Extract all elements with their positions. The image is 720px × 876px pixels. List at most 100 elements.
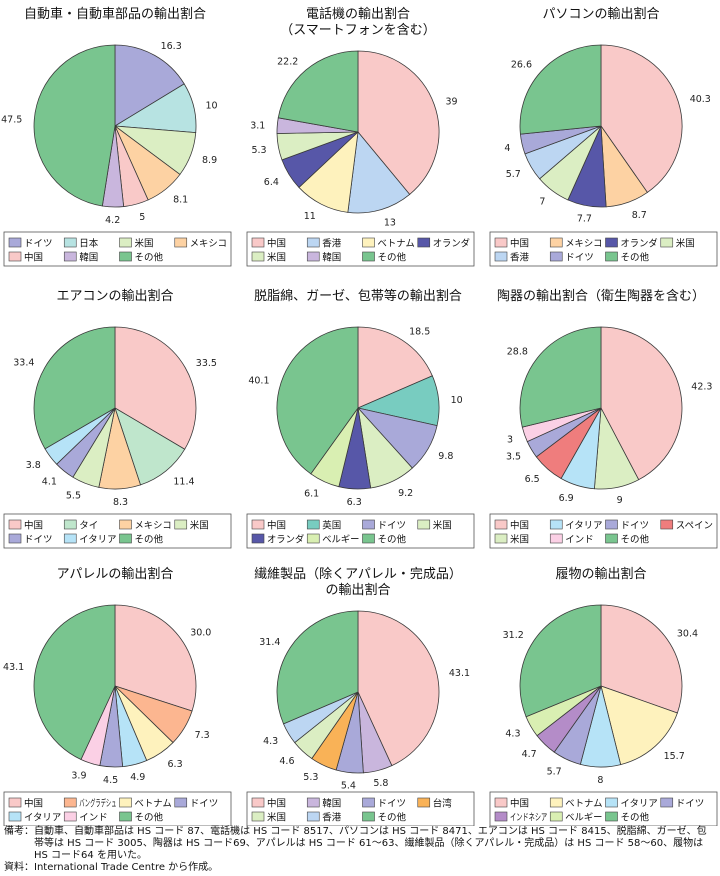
legend-swatch <box>119 237 132 248</box>
pie-slice <box>33 326 116 450</box>
legend-swatch <box>63 797 77 808</box>
data-label: 9 <box>617 495 623 506</box>
data-label: 40.1 <box>248 376 269 387</box>
remark-label: 備考： <box>4 826 34 837</box>
legend-swatch <box>362 251 375 262</box>
data-label: 4.6 <box>279 756 294 767</box>
legend-box <box>489 513 718 549</box>
legend-entry: タイ <box>79 521 98 532</box>
legend-entry: その他 <box>135 534 164 546</box>
legend-box <box>246 231 475 267</box>
legend-swatch <box>306 797 320 808</box>
remark-text: 自動車、自動車部品は HS コード 87、電話機は HS コード 8517、パソ… <box>34 826 707 861</box>
data-label: 5 <box>139 212 145 223</box>
pie-slice <box>357 326 433 409</box>
legend-swatch <box>63 251 77 262</box>
pie-chart-9: 履物の輸出割合 30.4 15.7 8 5.7 4.74.3 31.2 中国 ベトナム イタリア ド… <box>489 566 718 826</box>
legend-swatch <box>119 811 132 822</box>
legend-swatch <box>63 533 77 544</box>
legend-swatch <box>549 811 563 822</box>
data-label: 13 <box>384 217 396 228</box>
pie-slice <box>114 326 197 450</box>
data-label: 6.4 <box>264 177 279 188</box>
legend-swatch <box>605 237 618 248</box>
pie-chart-4: エアコンの輸出割合 33.5 11.4 8.3 5.5 4.13.8 33.4 中国 タイ メキシ… <box>3 288 232 549</box>
legend-swatch <box>8 797 22 808</box>
data-label: 31.4 <box>259 637 280 648</box>
legend-entry: スペイン <box>676 521 713 532</box>
data-label: 18.5 <box>409 326 430 337</box>
legend-swatch <box>174 237 188 248</box>
legend-entry: 米国 <box>433 520 452 532</box>
legend-swatch <box>605 797 618 808</box>
chart-subtitle: （スマートフォンを含む） <box>280 22 436 38</box>
legend-entry: 香港 <box>322 238 342 250</box>
pie-slice <box>33 44 116 207</box>
legend-swatch <box>251 811 265 822</box>
chart-title: 履物の輸出割合 <box>555 566 646 582</box>
legend-entry: ベルギー <box>322 535 359 546</box>
legend-entry: 中国 <box>24 520 43 532</box>
legend-swatch <box>417 797 431 808</box>
legend-swatch <box>549 237 563 248</box>
pie-chart-2: 電話機の輸出割合（スマートフォンを含む） 39 13 11 6.4 5.3 3.1 22.2 中… <box>246 6 475 267</box>
legend-entry: 米国 <box>676 238 695 250</box>
legend-entry: その他 <box>378 534 407 546</box>
data-label: 47.5 <box>1 115 22 126</box>
legend-swatch <box>660 237 674 248</box>
legend-entry: 米国 <box>135 238 154 250</box>
legend-swatch <box>119 533 132 544</box>
legend-swatch <box>494 533 508 544</box>
legend-swatch <box>8 237 22 248</box>
data-label: 26.6 <box>511 60 532 71</box>
legend-swatch <box>251 519 265 530</box>
legend-entry: 英国 <box>322 520 341 532</box>
legend-swatch <box>549 797 563 808</box>
data-label: 5.3 <box>251 145 266 156</box>
data-label: 6.3 <box>347 497 362 508</box>
legend-entry: 米国 <box>510 534 529 546</box>
legend-entry: 中国 <box>510 798 529 810</box>
legend-box <box>3 231 232 267</box>
data-label: 8.3 <box>113 497 128 508</box>
data-label: 3.1 <box>250 121 265 132</box>
legend-box <box>3 791 232 826</box>
data-label: 4.1 <box>42 477 57 488</box>
legend-entry: ドイツ <box>190 799 219 810</box>
legend-swatch <box>63 237 77 248</box>
data-label: 8.7 <box>632 210 647 221</box>
pie-chart-7: アパレルの輸出割合 30.0 7.3 6.3 4.9 4.5 3.9 43.1 中国 バングラデシ… <box>3 566 232 826</box>
pie-slice <box>357 610 440 767</box>
data-label: 33.4 <box>13 358 34 369</box>
pie-slice <box>347 131 411 214</box>
legend-entry: ドイツ <box>24 535 53 546</box>
legend-swatch <box>63 811 77 822</box>
legend-entry: その他 <box>135 812 164 824</box>
data-label: 3.5 <box>506 452 521 463</box>
data-label: 43.1 <box>449 668 470 679</box>
pie-chart-6: 陶器の輸出割合（衛生陶器を含む） 42.3 9 6.9 6.5 3.5 3 28.8 中国 イタリ… <box>489 288 718 549</box>
legend-entry: 米国 <box>267 252 286 264</box>
legend-swatch <box>119 797 132 808</box>
data-label: 15.7 <box>664 751 685 762</box>
legend-box <box>489 231 718 267</box>
legend-swatch <box>251 797 265 808</box>
data-label: 33.5 <box>196 358 217 369</box>
pie-slice <box>114 44 185 127</box>
legend-entry: オランダ <box>433 238 471 250</box>
data-label: 5.7 <box>547 766 562 777</box>
data-label: 5.5 <box>66 491 81 502</box>
legend-swatch <box>251 237 265 248</box>
data-label: 5.8 <box>373 778 388 789</box>
pie-slice <box>519 604 602 718</box>
legend-entry: イタリア <box>565 521 602 532</box>
pie-slice <box>357 50 440 195</box>
chart-title: 繊維製品（除くアパレル・完成品） <box>254 566 462 582</box>
chart-title: 脱脂綿、ガーゼ、包帯等の輸出割合 <box>254 288 462 304</box>
legend-entry: 台湾 <box>433 798 453 810</box>
legend-swatch <box>549 251 563 262</box>
pie-slice <box>519 326 602 428</box>
data-label: 9.2 <box>398 488 413 499</box>
legend-entry: 韓国 <box>322 253 341 264</box>
legend-entry: インド <box>565 535 594 546</box>
